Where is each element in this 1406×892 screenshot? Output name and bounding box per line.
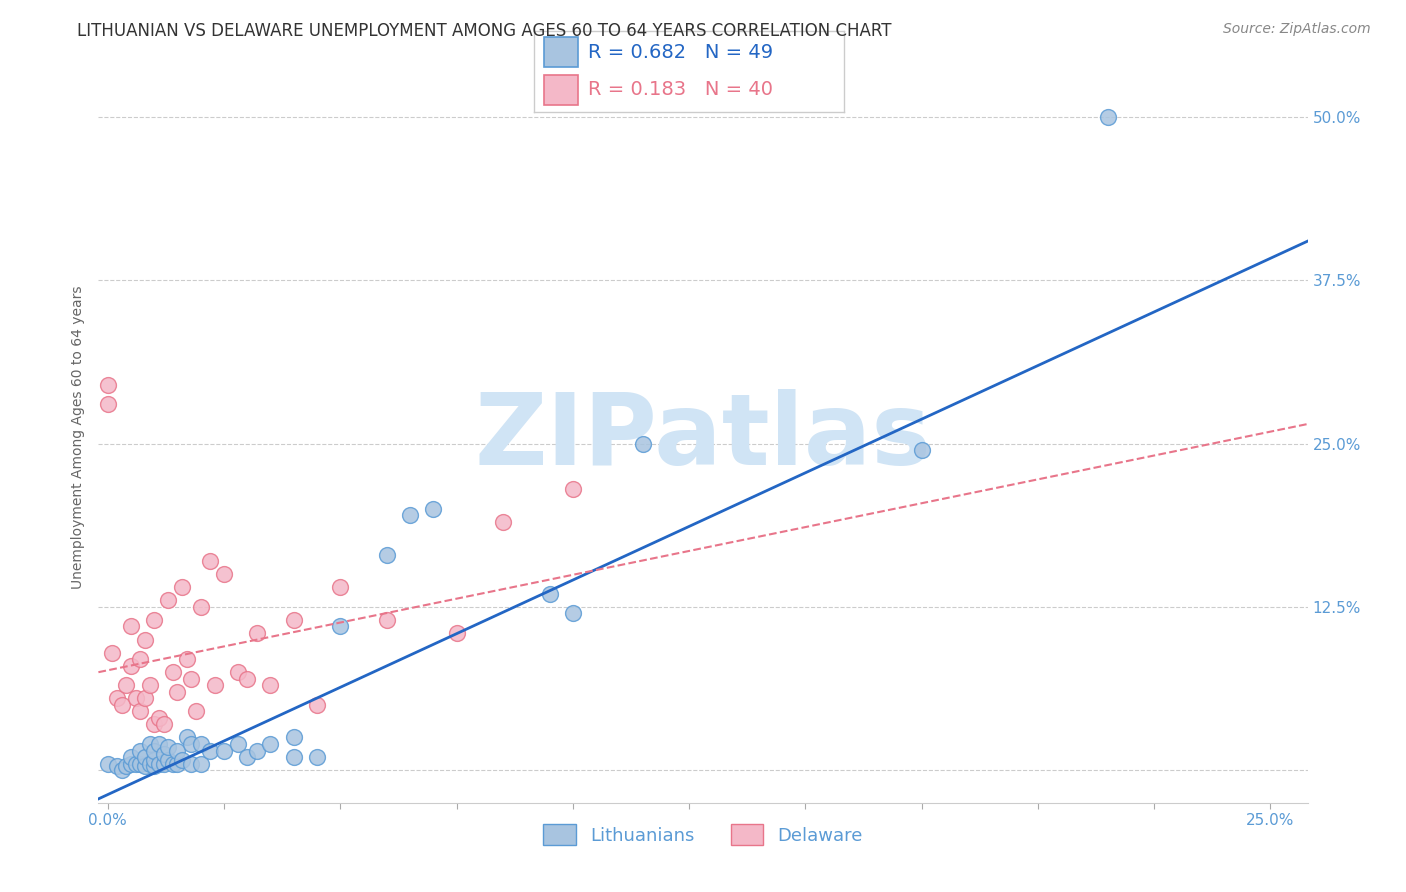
Point (115, 759, 138, 773)
Point (134, 632, 156, 647)
Point (143, 753, 166, 767)
Point (190, 756, 212, 771)
Point (172, 580, 194, 594)
Point (134, 691, 156, 706)
Point (375, 548, 398, 562)
Point (157, 593, 180, 607)
Point (184, 705, 207, 719)
Point (190, 737, 212, 751)
Point (245, 626, 267, 640)
Point (143, 613, 166, 627)
Point (259, 737, 281, 751)
Point (283, 613, 305, 627)
Point (111, 763, 134, 777)
Point (152, 717, 174, 731)
Text: R = 0.183   N = 40: R = 0.183 N = 40 (588, 80, 773, 99)
Point (120, 750, 142, 764)
Point (212, 567, 235, 582)
Point (162, 756, 184, 771)
Point (148, 711, 170, 725)
Point (180, 672, 202, 686)
Point (399, 508, 422, 523)
Point (236, 750, 259, 764)
Point (105, 759, 128, 773)
Point (120, 619, 142, 633)
Point (143, 743, 166, 757)
Point (305, 698, 328, 712)
FancyBboxPatch shape (544, 37, 578, 68)
Point (138, 737, 160, 751)
Point (198, 743, 221, 757)
Point (157, 739, 180, 754)
Point (97, 377, 120, 392)
Point (198, 554, 221, 568)
Y-axis label: Unemployment Among Ages 60 to 64 years: Unemployment Among Ages 60 to 64 years (70, 285, 84, 589)
Point (212, 743, 235, 757)
Point (129, 756, 152, 771)
Point (162, 665, 184, 680)
Point (236, 672, 259, 686)
Text: R = 0.682   N = 49: R = 0.682 N = 49 (588, 43, 773, 62)
Point (631, 436, 654, 450)
Point (124, 691, 146, 706)
Point (148, 756, 170, 771)
Point (375, 613, 398, 627)
Point (180, 737, 202, 751)
Point (129, 652, 152, 666)
Point (190, 599, 212, 614)
Point (134, 750, 156, 764)
Point (561, 607, 583, 621)
Point (176, 652, 198, 666)
Point (329, 619, 352, 633)
Point (105, 691, 128, 706)
Point (305, 750, 328, 764)
Point (226, 737, 249, 751)
Point (120, 658, 142, 673)
Point (134, 759, 156, 773)
Text: LITHUANIAN VS DELAWARE UNEMPLOYMENT AMONG AGES 60 TO 64 YEARS CORRELATION CHART: LITHUANIAN VS DELAWARE UNEMPLOYMENT AMON… (77, 22, 891, 40)
Point (138, 756, 160, 771)
Text: ZIPatlas: ZIPatlas (475, 389, 931, 485)
Point (138, 678, 160, 692)
Point (152, 747, 174, 762)
Point (143, 759, 166, 773)
Point (143, 717, 166, 731)
Point (422, 502, 444, 516)
Point (148, 737, 170, 751)
Point (97, 397, 120, 411)
Point (180, 756, 202, 771)
Point (226, 665, 249, 680)
Point (166, 743, 188, 757)
Point (538, 587, 561, 601)
Point (120, 756, 142, 771)
Point (1097, 110, 1119, 124)
Point (283, 731, 305, 745)
Point (124, 756, 146, 771)
Point (561, 483, 583, 497)
Legend: Lithuanians, Delaware: Lithuanians, Delaware (536, 817, 870, 852)
Point (101, 646, 124, 660)
Point (259, 678, 281, 692)
Point (329, 580, 352, 594)
Point (115, 678, 138, 692)
Point (283, 750, 305, 764)
Point (166, 685, 188, 699)
Point (166, 756, 188, 771)
Point (245, 743, 267, 757)
Point (111, 698, 134, 712)
Point (129, 743, 152, 757)
Point (157, 753, 180, 767)
FancyBboxPatch shape (544, 75, 578, 105)
Point (446, 626, 468, 640)
Point (910, 443, 932, 458)
Point (204, 678, 226, 692)
Text: Source: ZipAtlas.com: Source: ZipAtlas.com (1223, 22, 1371, 37)
Point (492, 515, 515, 529)
Point (97, 756, 120, 771)
Point (176, 731, 198, 745)
Point (152, 756, 174, 771)
Point (172, 753, 194, 767)
Point (129, 705, 152, 719)
